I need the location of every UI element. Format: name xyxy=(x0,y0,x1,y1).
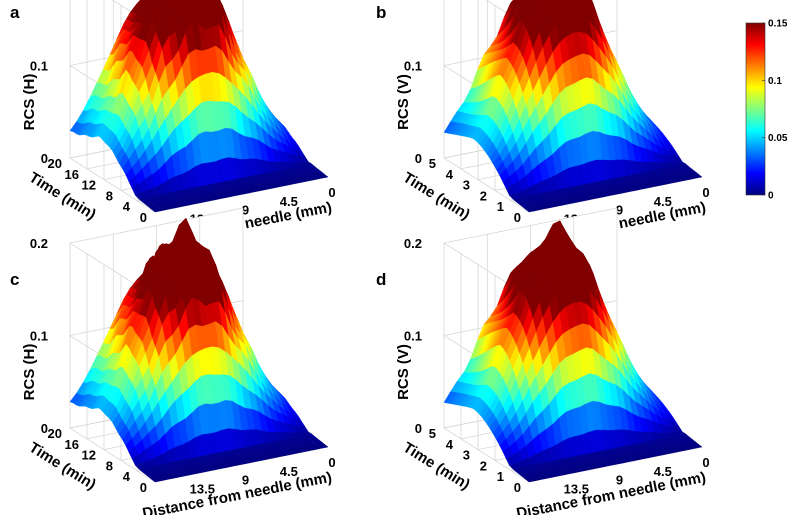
surface-patch xyxy=(541,0,548,7)
colorbar-tick-label: 0 xyxy=(768,191,774,202)
panel-letter: b xyxy=(376,3,386,22)
surface xyxy=(443,220,703,483)
surface-patch xyxy=(516,0,523,11)
z-tick-label: 0.2 xyxy=(404,236,422,251)
x-tick-label: 0 xyxy=(328,455,335,470)
time-tick-label: 8 xyxy=(106,458,113,473)
surface-patch xyxy=(513,0,521,16)
z-axis-label: RCS (H) xyxy=(21,74,38,131)
surface-patch xyxy=(317,444,329,449)
surface xyxy=(69,0,329,213)
x-tick-label: 4.5 xyxy=(654,194,672,209)
time-tick-label: 1 xyxy=(497,469,504,484)
z-gridline xyxy=(111,0,156,28)
time-tick-label: 3 xyxy=(463,178,470,193)
z-tick-label: 0.1 xyxy=(404,329,422,344)
time-tick-label: 4 xyxy=(446,437,454,452)
z-tick-label: 0.1 xyxy=(404,59,422,74)
time-tick-label: 4 xyxy=(123,199,131,214)
z-tick-label: 0.2 xyxy=(30,236,48,251)
z-tick-label: 0.1 xyxy=(30,59,48,74)
colorbar-gradient xyxy=(745,22,766,196)
colorbar-tick-label: 0.05 xyxy=(768,133,787,144)
z-tick-label: 0 xyxy=(41,421,48,436)
time-tick-label: 3 xyxy=(463,448,470,463)
surface-patch xyxy=(136,0,143,5)
time-tick-label: 8 xyxy=(106,188,113,203)
surface xyxy=(69,217,329,483)
time-tick-label: 5 xyxy=(429,426,436,441)
z-axis-label: RCS (V) xyxy=(395,74,412,130)
time-tick-label: 4 xyxy=(446,167,454,182)
x-tick-label: 4.5 xyxy=(280,464,298,479)
time-tick-label: 5 xyxy=(429,156,436,171)
surface-patch xyxy=(142,0,151,24)
surface-patch xyxy=(145,0,154,18)
time-tick-label: 0 xyxy=(514,210,521,225)
z-tick-label: 0 xyxy=(41,151,48,166)
x-tick-label: 13.5 xyxy=(564,481,589,496)
z-axis-label: RCS (H) xyxy=(21,344,38,401)
panel-letter: d xyxy=(376,270,386,289)
x-tick-label: 0 xyxy=(702,185,709,200)
surface-patch xyxy=(691,444,703,449)
surface-patch xyxy=(158,0,167,12)
time-tick-label: 12 xyxy=(82,448,96,463)
x-tick-label: 4.5 xyxy=(654,464,672,479)
panel-letter: c xyxy=(10,270,19,289)
time-tick-label: 20 xyxy=(48,426,62,441)
x-tick-label: 0 xyxy=(328,185,335,200)
x-tick-label: 9 xyxy=(242,203,249,218)
colorbar-tick-label: 0.1 xyxy=(768,76,782,87)
surface-patch xyxy=(136,0,143,14)
panel-letter: a xyxy=(10,3,20,22)
z-gridline xyxy=(485,0,530,28)
x-tick-label: 4.5 xyxy=(280,194,298,209)
x-tick-label: 9 xyxy=(616,473,623,488)
surface-patch xyxy=(145,0,150,8)
colorbar: 0.15 0.1 0.05 0 xyxy=(745,19,787,202)
surface xyxy=(443,0,703,213)
x-tick-label: 13.5 xyxy=(190,481,215,496)
time-tick-label: 20 xyxy=(48,156,62,171)
time-tick-label: 16 xyxy=(65,167,79,182)
surface-patch xyxy=(529,0,538,9)
time-tick-label: 16 xyxy=(65,437,79,452)
z-axis-label: RCS (V) xyxy=(395,344,412,400)
z-tick-label: 0 xyxy=(415,421,422,436)
time-tick-label: 0 xyxy=(140,210,147,225)
x-tick-label: 9 xyxy=(242,473,249,488)
surface-patch xyxy=(513,0,517,4)
colorbar-tick-label: 0.15 xyxy=(768,19,787,30)
surface-patch xyxy=(139,0,147,11)
z-tick-label: 0 xyxy=(415,151,422,166)
time-tick-label: 12 xyxy=(82,178,96,193)
time-tick-label: 4 xyxy=(123,469,131,484)
time-tick-label: 2 xyxy=(480,188,487,203)
z-tick-label: 0.1 xyxy=(30,329,48,344)
x-tick-label: 0 xyxy=(702,455,709,470)
time-tick-label: 0 xyxy=(140,480,147,495)
surface-patch xyxy=(317,174,329,179)
x-tick-label: 9 xyxy=(616,203,623,218)
time-tick-label: 2 xyxy=(480,458,487,473)
surface-patch xyxy=(691,174,703,179)
surface-patch xyxy=(519,0,524,6)
time-tick-label: 0 xyxy=(514,480,521,495)
surface-patch xyxy=(142,0,149,8)
time-tick-label: 1 xyxy=(497,199,504,214)
